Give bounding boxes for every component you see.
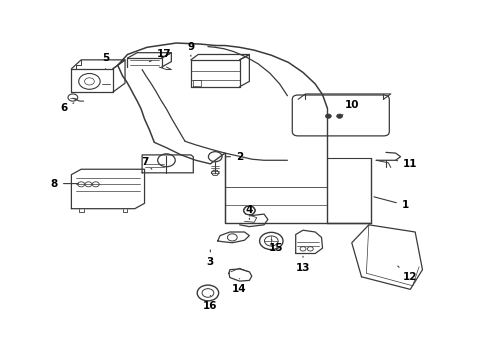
Text: 16: 16 [203,296,217,311]
Text: 8: 8 [51,179,78,189]
Text: 6: 6 [61,103,74,113]
Text: 14: 14 [232,279,246,294]
Text: 7: 7 [141,157,152,169]
Text: 1: 1 [373,197,408,210]
Circle shape [325,114,330,118]
Text: 12: 12 [397,266,417,282]
Text: 5: 5 [102,53,109,69]
Text: 17: 17 [149,49,171,62]
Text: 11: 11 [395,159,417,169]
Text: 10: 10 [341,100,358,116]
Text: 3: 3 [206,250,214,267]
Text: 4: 4 [245,206,253,220]
Text: 2: 2 [225,152,243,162]
Text: 15: 15 [268,239,283,253]
Text: 13: 13 [295,256,309,273]
Circle shape [336,114,342,118]
Text: 9: 9 [187,42,194,56]
